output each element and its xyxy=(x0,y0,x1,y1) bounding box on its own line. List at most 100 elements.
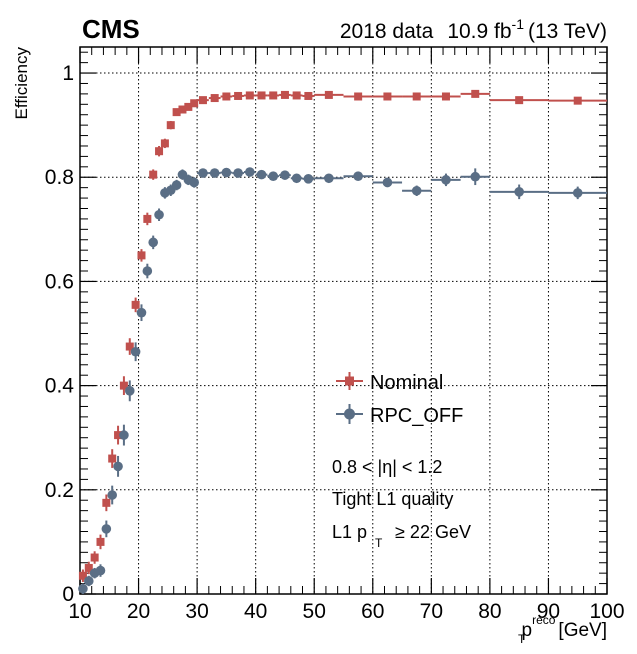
y-tick-label: 0.6 xyxy=(45,270,74,293)
rpcoff-data-point xyxy=(124,386,135,396)
y-axis-label: Efficiency xyxy=(12,47,31,120)
legend-rpcoff-marker xyxy=(344,408,355,420)
y-tick-label: 0.4 xyxy=(45,375,75,398)
rpcoff-data-point xyxy=(119,430,129,440)
nominal-data-point xyxy=(84,563,93,572)
nominal-data-point xyxy=(155,147,164,156)
rpcoff-data-point xyxy=(221,167,232,178)
nominal-data-point xyxy=(119,381,128,390)
nominal-data-point xyxy=(280,90,289,99)
l1-pt-subscript: T xyxy=(375,536,383,550)
rpcoff-data-point xyxy=(256,169,267,180)
nominal-data-point xyxy=(304,91,313,100)
nominal-data-point xyxy=(292,91,301,100)
nominal-data-point xyxy=(573,96,582,105)
nominal-data-point xyxy=(149,170,158,179)
lumi-exponent: -1 xyxy=(512,16,525,32)
legend: Nominal RPC_OFF xyxy=(336,372,463,427)
grid-lines xyxy=(80,47,607,594)
legend-rpcoff-label: RPC_OFF xyxy=(370,405,463,427)
nominal-data-point xyxy=(190,99,199,108)
rpcoff-data-point xyxy=(107,490,118,500)
nominal-data-point xyxy=(245,91,254,100)
nominal-data-point xyxy=(90,553,99,562)
tick-labels: 10 20 30 40 50 60 70 80 90 100 0 0.2 0.4 0.6 0.8 1 xyxy=(45,62,625,623)
y-tick-label: 0.8 xyxy=(45,166,74,189)
rpcoff-data-point xyxy=(189,177,199,188)
plot-frame xyxy=(79,46,608,595)
x-tick-label: 20 xyxy=(127,600,150,623)
rpcoff-data-point xyxy=(382,177,393,188)
rpcoff-data-point xyxy=(441,175,451,185)
nominal-data-point xyxy=(114,431,123,440)
rpcoff-data-point xyxy=(148,237,158,248)
x-tick-label: 70 xyxy=(420,600,443,623)
luminosity-label: 2018 data 10.9 fb-1 (13 TeV) xyxy=(340,16,607,43)
nominal-data-point xyxy=(234,91,243,100)
nominal-data-point xyxy=(143,214,152,223)
y-tick-label: 0.2 xyxy=(45,479,74,502)
x-label-unit: [GeV] xyxy=(558,620,607,641)
rpcoff-data-point xyxy=(514,187,524,197)
x-tick-label: 10 xyxy=(68,600,91,623)
y-tick-label: 0 xyxy=(62,583,74,606)
nominal-data-point xyxy=(160,139,169,148)
rpcoff-data-point xyxy=(142,266,153,276)
rpcoff-data-point xyxy=(268,171,279,181)
data-points xyxy=(78,89,607,594)
rpcoff-data-point xyxy=(245,167,255,177)
rpcoff-data-point xyxy=(198,168,208,178)
rpcoff-data-point xyxy=(101,524,112,534)
legend-nominal-label: Nominal xyxy=(370,372,443,394)
nominal-data-point xyxy=(172,108,181,117)
x-tick-label: 80 xyxy=(478,600,501,623)
nominal-data-point xyxy=(166,121,175,130)
nominal-data-point xyxy=(78,571,87,580)
rpcoff-data-point xyxy=(171,180,182,190)
nominal-data-point xyxy=(441,92,450,101)
rpcoff-data-point xyxy=(209,168,220,178)
dataset-text: 2018 data xyxy=(340,20,434,43)
nominal-data-point xyxy=(96,537,105,546)
nominal-data-point xyxy=(257,91,266,100)
nominal-data-point xyxy=(137,251,146,260)
l1-pt-text: L1 p ≥ 22 GeV xyxy=(332,522,471,542)
x-tick-label: 40 xyxy=(244,600,267,623)
nominal-data-point xyxy=(354,92,363,101)
legend-nominal-marker xyxy=(345,376,354,386)
nominal-data-point xyxy=(108,454,117,463)
x-tick-label: 90 xyxy=(537,600,560,623)
rpcoff-data-point xyxy=(291,173,302,184)
x-tick-label: 60 xyxy=(361,600,384,623)
nominal-data-point xyxy=(125,342,134,351)
l1-pt-threshold: ≥ 22 GeV xyxy=(395,522,471,542)
nominal-data-point xyxy=(184,102,193,111)
quality-text: Tight L1 quality xyxy=(332,489,453,509)
nominal-data-point xyxy=(412,92,421,101)
rpcoff-data-point xyxy=(353,171,363,181)
rpcoff-data-point xyxy=(130,346,141,357)
rpcoff-data-point xyxy=(136,307,147,318)
rpcoff-data-point xyxy=(95,565,106,576)
rpcoff-data-point xyxy=(411,185,422,196)
nominal-data-point xyxy=(383,92,392,101)
rpcoff-data-point xyxy=(324,173,334,184)
l1-pt-prefix: L1 p xyxy=(332,522,367,542)
nominal-data-point xyxy=(102,498,111,507)
nominal-data-point xyxy=(269,91,278,100)
nominal-data-point xyxy=(324,90,333,99)
rpcoff-data-point xyxy=(83,576,94,586)
rpcoff-data-point xyxy=(78,583,88,594)
rpcoff-data-point xyxy=(470,171,481,182)
x-label-superscript: reco xyxy=(532,613,556,627)
rpcoff-data-point xyxy=(572,188,583,198)
lumi-value: 10.9 fb xyxy=(447,20,511,43)
nominal-data-point xyxy=(222,92,231,101)
energy-text: (13 TeV) xyxy=(528,20,607,43)
x-label-subscript: T xyxy=(518,632,526,646)
experiment-label: CMS xyxy=(82,14,140,44)
nominal-data-point xyxy=(515,96,524,105)
rpcoff-data-point xyxy=(113,461,123,472)
nominal-data-point xyxy=(178,105,187,114)
